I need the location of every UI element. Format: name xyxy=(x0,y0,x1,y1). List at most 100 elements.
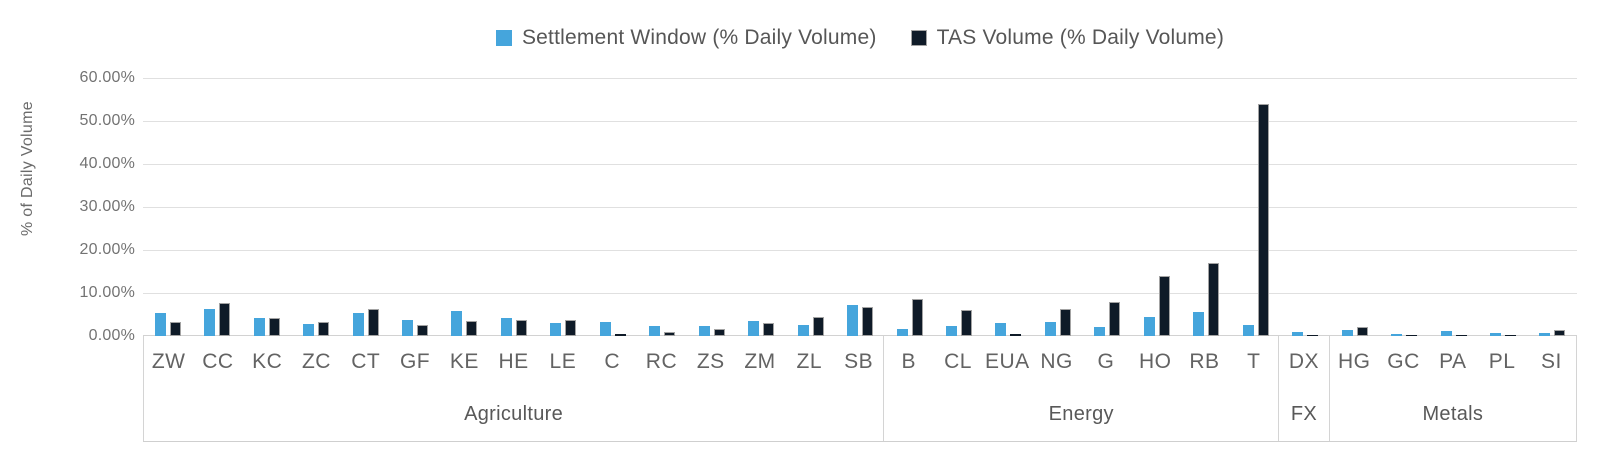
ticker-label-CC: CC xyxy=(202,350,234,373)
y-tick-label: 10.00% xyxy=(79,284,135,301)
y-axis-tick-labels: 60.00% 50.00% 40.00% 30.00% 20.00% 10.00% 0.00… xyxy=(0,69,135,344)
bar-settlement-HO xyxy=(1143,317,1155,336)
y-tick-label: 20.00% xyxy=(79,241,135,258)
gridline-10.00% xyxy=(143,293,1577,294)
bar-tas-RB xyxy=(1208,262,1220,336)
ticker-label-RC: RC xyxy=(645,350,678,373)
bar-settlement-GF xyxy=(401,319,413,336)
bar-settlement-ZM xyxy=(748,320,760,336)
plot-area xyxy=(143,78,1577,336)
legend: Settlement Window (% Daily Volume) TAS V… xyxy=(0,26,1600,50)
ticker-label-EUA: EUA xyxy=(985,350,1030,373)
bar-group-B xyxy=(885,78,934,336)
bar-settlement-ZL xyxy=(797,324,809,336)
bar-settlement-B xyxy=(896,329,908,336)
bar-tas-ZM xyxy=(763,323,775,336)
ticker-label-ZS: ZS xyxy=(696,350,725,373)
bar-group-EUA xyxy=(984,78,1033,336)
y-tick-label: 60.00% xyxy=(79,69,135,86)
bar-tas-PL xyxy=(1504,334,1516,336)
y-tick-label: 30.00% xyxy=(79,198,135,215)
category-label-energy: Energy xyxy=(1048,403,1114,425)
bar-settlement-RB xyxy=(1193,312,1205,336)
bar-group-ZM xyxy=(736,78,785,336)
bar-settlement-PA xyxy=(1440,330,1452,336)
category-label-metals: Metals xyxy=(1422,403,1484,425)
bar-group-G xyxy=(1083,78,1132,336)
bar-tas-NG xyxy=(1059,308,1071,336)
bar-group-SB xyxy=(835,78,884,336)
bar-tas-C xyxy=(614,334,626,336)
ticker-label-SI: SI xyxy=(1540,350,1562,373)
bar-tas-EUA xyxy=(1010,334,1022,336)
category-cell-agriculture: ZW CC KC ZC CT GF KE HE LE C RC ZS ZM ZL SB Agriculture xyxy=(143,336,883,441)
bar-tas-CT xyxy=(367,308,379,336)
bar-tas-SI xyxy=(1554,330,1566,336)
bar-group-RB xyxy=(1182,78,1231,336)
bar-group-PL xyxy=(1478,78,1527,336)
bar-group-ZL xyxy=(786,78,835,336)
legend-swatch-settlement-icon xyxy=(495,30,512,46)
bar-settlement-EUA xyxy=(995,323,1007,336)
category-label-fx: FX xyxy=(1290,403,1318,425)
y-tick-label: 0.00% xyxy=(88,327,135,344)
ticker-label-GC: GC xyxy=(1387,350,1420,373)
legend-item-settlement-window: Settlement Window (% Daily Volume) xyxy=(495,26,877,50)
category-cell-energy: B CL EUA NG G HO RB T Energy xyxy=(883,336,1278,441)
bar-group-HE xyxy=(489,78,538,336)
bar-settlement-KC xyxy=(253,317,265,336)
bar-group-KE xyxy=(440,78,489,336)
ticker-label-RB: RB xyxy=(1189,350,1220,373)
ticker-label-KC: KC xyxy=(252,350,283,373)
bar-tas-HE xyxy=(515,319,527,336)
bar-settlement-LE xyxy=(550,323,562,336)
bar-tas-DX xyxy=(1307,335,1319,336)
bar-group-PA xyxy=(1429,78,1478,336)
bar-tas-PA xyxy=(1455,334,1467,336)
bar-settlement-KE xyxy=(451,310,463,336)
ticker-label-HO: HO xyxy=(1138,350,1172,373)
bar-settlement-DX xyxy=(1292,332,1304,336)
bar-group-ZC xyxy=(291,78,340,336)
bar-settlement-PL xyxy=(1489,333,1501,336)
ticker-label-DX: DX xyxy=(1288,350,1320,373)
legend-label-tas: TAS Volume (% Daily Volume) xyxy=(936,26,1225,49)
bar-settlement-HG xyxy=(1341,330,1353,336)
bar-settlement-ZC xyxy=(303,324,315,336)
bar-settlement-CC xyxy=(204,308,216,336)
ticker-label-PA: PA xyxy=(1439,350,1467,373)
gridline-30.00% xyxy=(143,207,1577,208)
bar-group-RC xyxy=(638,78,687,336)
ticker-row-metals: HG GC PA PL SI xyxy=(1330,336,1576,388)
bar-group-CL xyxy=(934,78,983,336)
bar-group-ZS xyxy=(687,78,736,336)
bar-tas-ZC xyxy=(318,322,330,336)
bar-settlement-NG xyxy=(1044,322,1056,336)
bar-tas-ZS xyxy=(713,328,725,336)
y-tick-label: 50.00% xyxy=(79,112,135,129)
bar-settlement-HE xyxy=(500,317,512,336)
bar-settlement-ZW xyxy=(154,313,166,336)
bar-group-CC xyxy=(192,78,241,336)
bar-group-ZW xyxy=(143,78,192,336)
bar-tas-B xyxy=(911,299,923,336)
bar-group-KC xyxy=(242,78,291,336)
bar-tas-ZL xyxy=(812,317,824,336)
ticker-label-NG: NG xyxy=(1040,350,1073,373)
bar-settlement-C xyxy=(599,322,611,336)
bar-settlement-SB xyxy=(847,304,859,336)
ticker-label-KE: KE xyxy=(449,350,479,373)
bar-tas-G xyxy=(1109,301,1121,336)
ticker-label-LE: LE xyxy=(549,350,577,373)
category-label-agriculture: Agriculture xyxy=(464,403,564,425)
category-cell-fx: DX FX xyxy=(1278,336,1328,441)
bar-group-GF xyxy=(390,78,439,336)
ticker-label-ZM: ZM xyxy=(744,350,776,373)
ticker-label-HG: HG xyxy=(1338,350,1371,373)
bar-settlement-CT xyxy=(352,312,364,336)
ticker-label-T: T xyxy=(1247,350,1261,373)
gridline-0.00% xyxy=(143,335,1577,336)
bar-tas-RC xyxy=(664,332,676,336)
bar-tas-LE xyxy=(565,319,577,336)
bar-settlement-CL xyxy=(945,325,957,336)
